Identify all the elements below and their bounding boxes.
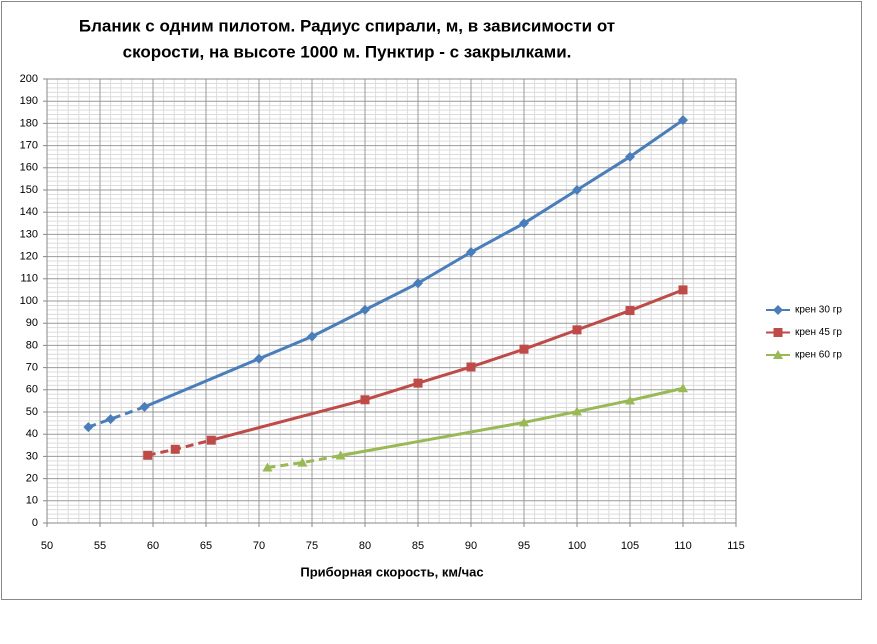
- series-line: [143, 118, 684, 409]
- marker: [466, 362, 476, 372]
- marker: [466, 247, 476, 258]
- marker: [170, 444, 180, 454]
- legend-label: крен 45 гр: [795, 327, 842, 338]
- marker: [360, 304, 370, 315]
- y-tick-label: 20: [26, 473, 38, 485]
- x-tick-label: 110: [674, 540, 692, 552]
- chart-title: Бланик с одним пилотом. Радиус спирали, …: [79, 16, 615, 35]
- plot-area: [46, 78, 737, 524]
- y-tick-label: 70: [26, 362, 38, 374]
- marker: [254, 353, 264, 364]
- series-line-dashed: [87, 405, 146, 429]
- x-tick-label: 50: [41, 540, 53, 552]
- y-tick-label: 140: [20, 206, 38, 218]
- y-tick-label: 80: [26, 339, 38, 351]
- marker: [360, 395, 370, 405]
- x-tick-label: 115: [727, 540, 745, 552]
- marker: [572, 325, 582, 335]
- y-tick-label: 160: [20, 162, 38, 174]
- y-tick-label: 100: [20, 295, 38, 307]
- x-tick-label: 80: [359, 540, 371, 552]
- y-tick-label: 150: [20, 184, 38, 196]
- x-tick-label: 55: [94, 540, 106, 552]
- y-tick-label: 10: [26, 495, 38, 507]
- legend-label: крен 60 гр: [795, 350, 842, 361]
- marker: [625, 395, 635, 405]
- y-tick-label: 170: [20, 140, 38, 152]
- marker: [297, 457, 308, 467]
- x-tick-label: 90: [465, 540, 477, 552]
- x-tick-label: 85: [412, 540, 424, 552]
- x-tick-label: 70: [253, 540, 265, 552]
- marker: [572, 185, 582, 195]
- marker: [335, 450, 346, 460]
- x-tick-label: 60: [147, 540, 159, 552]
- y-tick-label: 200: [20, 73, 38, 85]
- marker: [625, 151, 635, 162]
- marker: [139, 401, 150, 412]
- x-axis-title: Приборная скорость, км/час: [300, 564, 483, 579]
- marker: [519, 344, 529, 354]
- marker: [83, 422, 94, 433]
- y-tick-label: 130: [20, 228, 38, 240]
- marker: [678, 285, 688, 295]
- y-tick-label: 40: [26, 428, 38, 440]
- y-tick-label: 0: [32, 517, 38, 529]
- legend-label: крен 30 гр: [795, 305, 842, 316]
- y-tick-label: 60: [26, 384, 38, 396]
- y-tick-label: 30: [26, 450, 38, 462]
- chart-title: скорости, на высоте 1000 м. Пунктир - с …: [123, 42, 572, 61]
- y-tick-label: 110: [20, 273, 38, 285]
- marker: [143, 450, 153, 460]
- x-tick-label: 100: [568, 540, 586, 552]
- marker: [678, 115, 688, 126]
- series-line: [210, 288, 684, 442]
- marker: [307, 331, 317, 342]
- marker: [413, 278, 423, 289]
- y-tick-label: 180: [20, 117, 38, 129]
- marker: [678, 383, 688, 393]
- marker: [572, 406, 582, 416]
- marker: [105, 414, 116, 425]
- legend-marker: [773, 350, 783, 359]
- y-tick-label: 190: [20, 95, 38, 107]
- y-tick-label: 90: [26, 317, 38, 329]
- marker: [413, 378, 423, 388]
- marker: [519, 218, 529, 229]
- x-tick-label: 95: [518, 540, 530, 552]
- marker: [262, 462, 273, 472]
- legend-marker: [773, 328, 783, 337]
- y-tick-label: 120: [20, 251, 38, 263]
- marker: [206, 435, 216, 445]
- marker: [625, 306, 635, 316]
- y-tick-label: 50: [26, 406, 38, 418]
- legend-marker: [773, 305, 783, 315]
- x-tick-label: 75: [306, 540, 318, 552]
- x-tick-label: 105: [621, 540, 639, 552]
- x-tick-label: 65: [200, 540, 212, 552]
- marker: [519, 417, 529, 427]
